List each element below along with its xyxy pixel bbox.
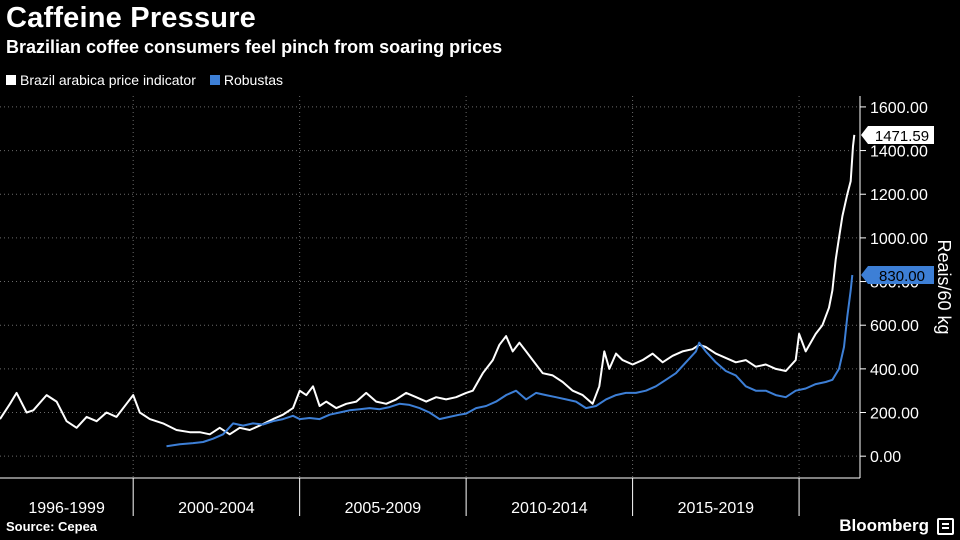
legend-label-arabica: Brazil arabica price indicator — [20, 72, 196, 88]
y-tick-label: 600.00 — [870, 318, 919, 335]
y-tick-label: 1600.00 — [870, 100, 928, 117]
legend-swatch-arabica — [6, 75, 16, 85]
legend-item-robustas: Robustas — [209, 72, 284, 88]
bloomberg-brand: Bloomberg — [839, 516, 954, 536]
last-value-label-1: 830.00 — [879, 268, 925, 285]
y-tick-label: 1000.00 — [870, 231, 928, 248]
legend-swatch-robustas — [209, 75, 220, 85]
y-axis-label: Reais/60 kg — [934, 239, 954, 334]
last-value-badge-1 — [861, 265, 934, 284]
legend: Brazil arabica price indicator Robustas — [6, 72, 297, 88]
last-value-label-0: 1471.59 — [875, 128, 929, 145]
legend-item-arabica: Brazil arabica price indicator — [6, 72, 196, 88]
legend-label-robustas: Robustas — [223, 72, 284, 88]
series-line-0 — [0, 134, 856, 436]
last-value-badge-0 — [861, 125, 934, 144]
bloomberg-logo-icon — [937, 517, 954, 535]
x-group-label: 1996-1999 — [28, 500, 105, 517]
source-note: Source: Cepea — [6, 519, 98, 534]
y-tick-label: 1400.00 — [870, 144, 928, 161]
x-group-label: 2005-2009 — [345, 500, 422, 517]
y-tick-label: 200.00 — [870, 406, 919, 423]
x-group-label: 2015-2019 — [678, 500, 755, 517]
brand-label: Bloomberg — [839, 516, 929, 535]
x-group-label: 2000-2004 — [178, 500, 255, 517]
series-line-1 — [166, 274, 854, 448]
y-tick-label: 400.00 — [870, 362, 919, 379]
chart-title: Caffeine Pressure — [6, 2, 257, 34]
y-tick-label: 0.00 — [870, 449, 901, 466]
chart-subtitle: Brazilian coffee consumers feel pinch fr… — [6, 37, 503, 57]
x-group-label: 2010-2014 — [511, 500, 588, 517]
y-tick-label: 1200.00 — [870, 187, 928, 204]
